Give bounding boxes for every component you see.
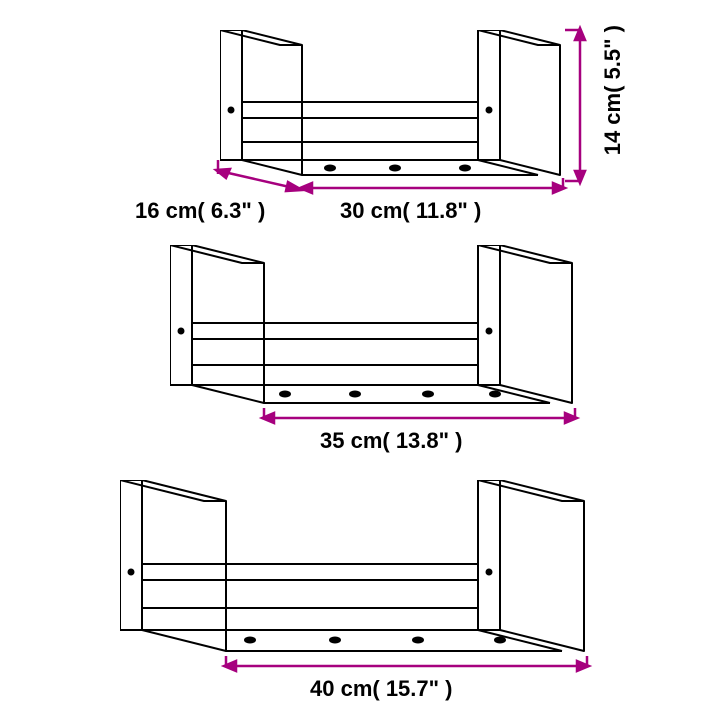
dim-height-line	[565, 28, 595, 183]
dimension-diagram: 14 cm( 5.5" ) 16 cm( 6.3" ) 30 cm( 11.8"…	[0, 0, 724, 724]
dim-width3-label: 40 cm( 15.7" )	[310, 676, 453, 702]
dim-width2-label: 35 cm( 13.8" )	[320, 428, 463, 454]
dim-width1-line	[300, 178, 565, 198]
dim-width2-line	[262, 408, 577, 428]
dim-width3-line	[224, 656, 589, 676]
dim-width1-label: 30 cm( 11.8" )	[340, 198, 481, 224]
dim-height-label: 14 cm( 5.5" )	[600, 25, 626, 155]
dim-depth-label: 16 cm( 6.3" )	[135, 198, 265, 224]
